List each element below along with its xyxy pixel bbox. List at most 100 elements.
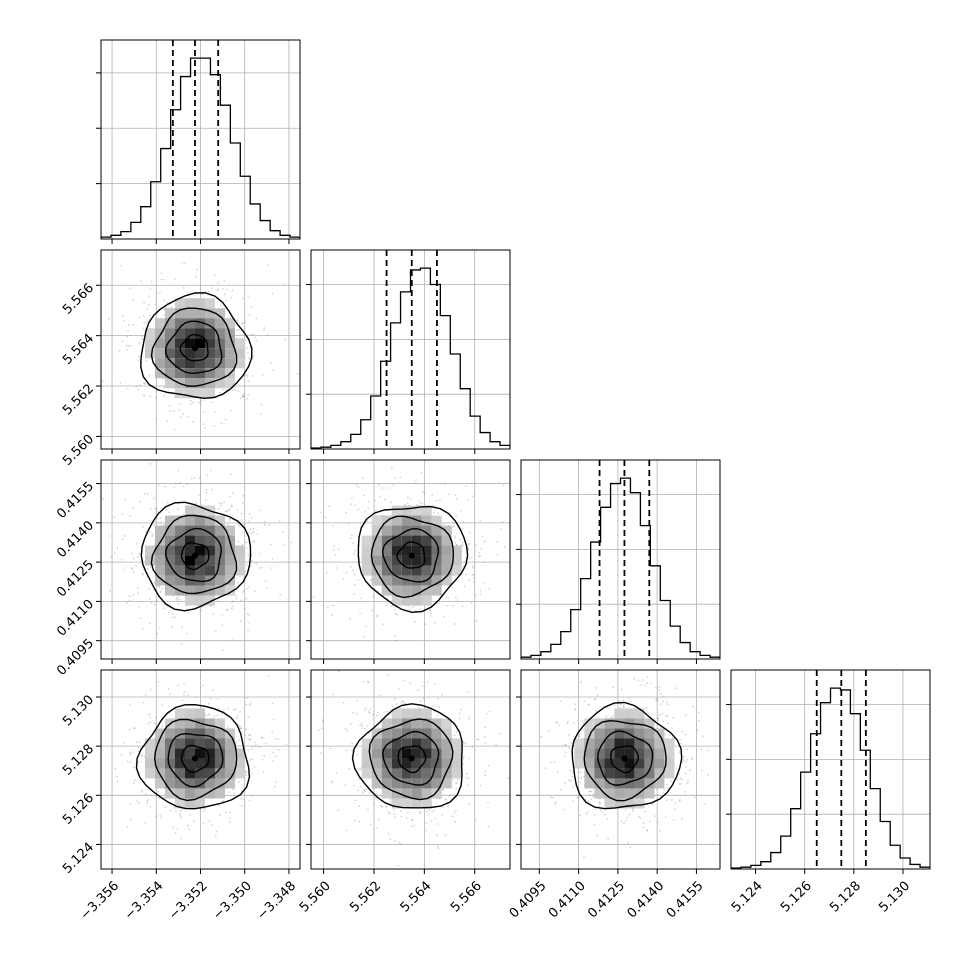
scatter-point	[136, 586, 139, 589]
density-cell	[421, 718, 432, 729]
scatter-point	[202, 822, 205, 825]
scatter-point	[179, 810, 182, 813]
density-cell	[664, 738, 675, 749]
scatter-point	[144, 694, 147, 696]
scatter-point	[372, 803, 375, 805]
scatter-point	[249, 528, 252, 531]
scatter-point	[365, 625, 367, 628]
density-cell	[224, 768, 235, 779]
scatter-point	[476, 738, 478, 740]
scatter-point	[212, 689, 214, 692]
density-cell	[391, 778, 402, 789]
scatter-point	[171, 613, 174, 615]
scatter-point	[268, 524, 270, 526]
density-cell	[164, 738, 175, 749]
scatter-point	[462, 520, 465, 523]
scatter-point	[442, 788, 445, 791]
scatter-point	[252, 745, 254, 748]
scatter-point	[632, 808, 634, 811]
density-cell	[224, 338, 235, 349]
scatter-point	[282, 531, 285, 533]
scatter-point	[163, 299, 166, 302]
panel-content	[311, 460, 510, 659]
scatter-point	[141, 572, 144, 575]
scatter-point	[612, 715, 615, 718]
scatter-point	[574, 708, 577, 710]
density-cell	[401, 505, 412, 516]
density-cell	[371, 758, 382, 769]
density-cell	[381, 535, 392, 546]
scatter-point	[385, 487, 388, 489]
scatter-point	[162, 607, 165, 610]
scatter-point	[134, 779, 136, 782]
scatter-point	[639, 817, 642, 819]
density-cell	[411, 595, 422, 606]
scatter-point	[556, 721, 558, 723]
scatter-point	[122, 741, 125, 744]
density-cell	[204, 778, 215, 789]
scatter-point	[495, 743, 497, 746]
scatter-point	[321, 727, 323, 730]
scatter-point	[162, 602, 165, 605]
scatter-point	[179, 416, 182, 419]
scatter-point	[394, 635, 397, 638]
scatter-point	[388, 812, 391, 815]
density-cell	[214, 565, 225, 576]
scatter-point	[174, 278, 177, 280]
scatter-point	[203, 423, 205, 425]
scatter-point	[231, 639, 234, 641]
scatter-point	[313, 596, 315, 598]
density-cell	[174, 545, 185, 556]
density-cell	[451, 555, 462, 566]
scatter-point	[128, 704, 131, 706]
density-cell	[411, 555, 422, 566]
scatter-point	[437, 845, 440, 848]
scatter-point	[686, 748, 689, 751]
scatter-point	[387, 674, 390, 677]
scatter-point	[184, 262, 186, 264]
scatter-point	[242, 576, 245, 578]
scatter-point	[170, 809, 172, 812]
scatter-point	[553, 761, 556, 763]
scatter-point	[129, 752, 132, 754]
scatter-point	[393, 809, 395, 811]
scatter-point	[263, 328, 265, 331]
scatter-point	[431, 811, 434, 813]
contour-level-1	[167, 732, 224, 788]
scatter-point	[381, 805, 383, 808]
scatter-point	[576, 796, 579, 799]
scatter-point	[102, 497, 104, 500]
density-cell	[584, 768, 595, 779]
density-cell	[441, 728, 452, 739]
scatter-point	[230, 473, 232, 476]
density-cell	[614, 738, 625, 749]
density-cell	[431, 585, 442, 596]
scatter-point	[589, 790, 592, 793]
scatter-point	[245, 774, 248, 777]
scatter-point	[429, 609, 432, 612]
scatter-point	[218, 502, 221, 505]
density-cell	[441, 778, 452, 789]
scatter-point	[232, 788, 235, 791]
scatter-point	[654, 686, 657, 689]
density-cell	[401, 565, 412, 576]
density-cell	[441, 758, 452, 769]
density-cell	[204, 738, 215, 749]
density-cell	[144, 758, 155, 769]
scatter-point	[244, 322, 247, 324]
scatter-point	[183, 691, 186, 693]
scatter-point	[221, 624, 224, 627]
contour-level-3	[135, 703, 251, 810]
density-cell	[174, 575, 185, 586]
scatter-point	[150, 601, 153, 604]
scatter-point	[462, 757, 465, 760]
density-cell	[664, 768, 675, 779]
scatter-point	[656, 700, 659, 702]
scatter-point	[217, 600, 220, 602]
scatter-point	[326, 606, 329, 609]
scatter-point	[679, 777, 682, 780]
scatter-point	[248, 621, 251, 624]
scatter-point	[163, 314, 166, 317]
density-cell	[371, 575, 382, 586]
scatter-point	[696, 729, 699, 731]
